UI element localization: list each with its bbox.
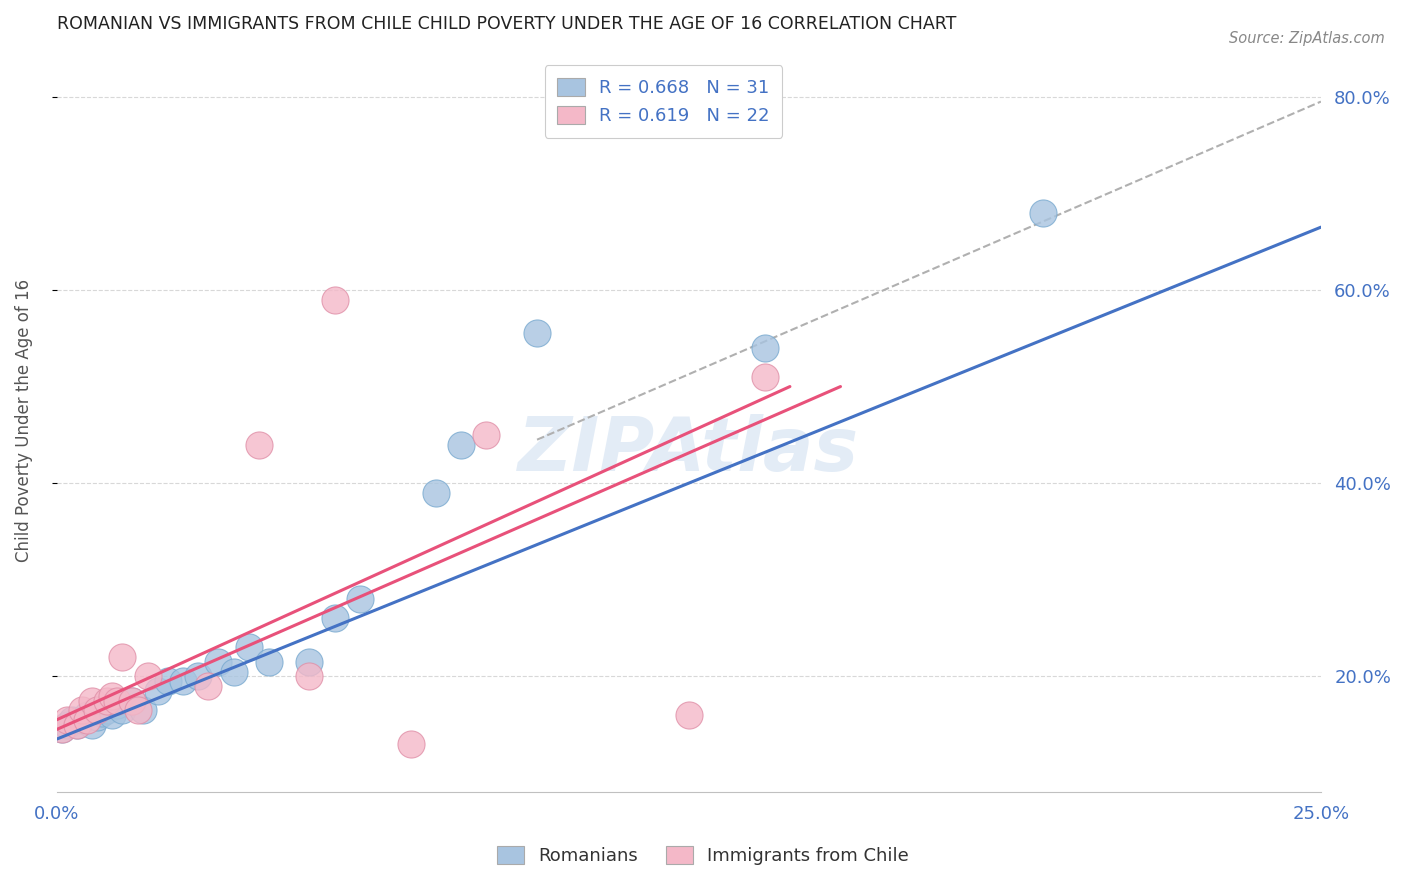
Point xyxy=(60,713,83,727)
Point xyxy=(51,723,73,737)
Point xyxy=(136,669,159,683)
Point xyxy=(197,679,219,693)
Point xyxy=(80,693,103,707)
Point xyxy=(207,655,229,669)
Point xyxy=(222,665,245,679)
Point xyxy=(238,640,260,655)
Point xyxy=(425,485,447,500)
Point xyxy=(70,713,93,727)
Point xyxy=(76,713,98,727)
Point xyxy=(298,669,321,683)
Y-axis label: Child Poverty Under the Age of 16: Child Poverty Under the Age of 16 xyxy=(15,279,32,562)
Point xyxy=(96,693,118,707)
Point xyxy=(80,717,103,731)
Point xyxy=(1032,205,1054,219)
Point xyxy=(105,698,128,713)
Point xyxy=(70,703,93,717)
Point xyxy=(187,669,209,683)
Point xyxy=(101,708,124,723)
Legend: Romanians, Immigrants from Chile: Romanians, Immigrants from Chile xyxy=(488,837,918,874)
Text: ROMANIAN VS IMMIGRANTS FROM CHILE CHILD POVERTY UNDER THE AGE OF 16 CORRELATION : ROMANIAN VS IMMIGRANTS FROM CHILE CHILD … xyxy=(56,15,956,33)
Point xyxy=(247,437,270,451)
Point xyxy=(101,689,124,703)
Point xyxy=(754,370,776,384)
Point xyxy=(754,341,776,355)
Point xyxy=(475,428,498,442)
Point xyxy=(121,693,143,707)
Point xyxy=(105,693,128,707)
Point xyxy=(66,717,89,731)
Point xyxy=(349,592,371,607)
Point xyxy=(66,717,89,731)
Text: Source: ZipAtlas.com: Source: ZipAtlas.com xyxy=(1229,31,1385,46)
Point xyxy=(96,703,118,717)
Point xyxy=(146,683,169,698)
Point xyxy=(86,710,108,724)
Point xyxy=(678,708,700,723)
Point xyxy=(323,611,346,625)
Point xyxy=(257,655,280,669)
Point xyxy=(526,326,548,341)
Point xyxy=(55,717,77,731)
Point xyxy=(298,655,321,669)
Point xyxy=(111,703,134,717)
Point xyxy=(76,708,98,723)
Point xyxy=(91,706,114,720)
Point xyxy=(131,703,153,717)
Legend: R = 0.668   N = 31, R = 0.619   N = 22: R = 0.668 N = 31, R = 0.619 N = 22 xyxy=(546,65,782,138)
Point xyxy=(55,713,77,727)
Point xyxy=(399,737,422,751)
Point xyxy=(86,703,108,717)
Point xyxy=(51,723,73,737)
Point xyxy=(111,650,134,665)
Point xyxy=(127,703,149,717)
Point xyxy=(450,437,472,451)
Point xyxy=(121,693,143,707)
Text: ZIPAtlas: ZIPAtlas xyxy=(519,414,859,487)
Point xyxy=(156,674,179,689)
Point xyxy=(323,293,346,307)
Point xyxy=(172,674,194,689)
